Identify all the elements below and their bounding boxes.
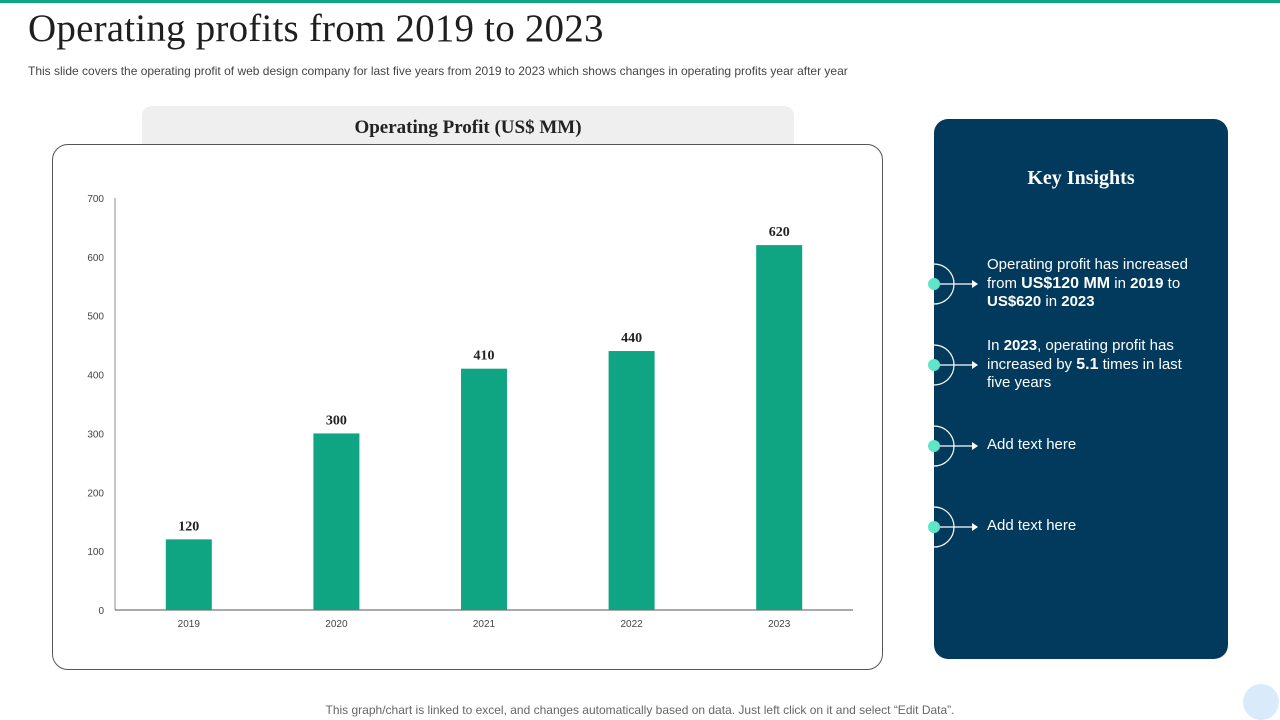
bar (313, 433, 360, 610)
bullet-dot (928, 521, 940, 533)
insight-fragment: Operating profit has increased from (987, 256, 1188, 292)
page-subtitle: This slide covers the operating profit o… (28, 64, 848, 78)
data-label: 410 (474, 349, 495, 364)
insight-fragment: in (1110, 274, 1131, 292)
insight-text: Add text here (987, 517, 1197, 536)
chart-container[interactable]: 0 100 200 300 400 500 600 700 120 2019 300 2020 410 2… (52, 144, 883, 670)
data-label: 620 (769, 225, 790, 240)
y-tick-label: 700 (87, 194, 104, 205)
bar (608, 351, 655, 610)
arrow-head (972, 280, 978, 288)
insight-item-4: Add text here (920, 497, 1220, 557)
bullet-dot (928, 359, 940, 371)
y-tick-label: 300 (87, 429, 104, 440)
top-accent-line (0, 0, 1280, 3)
insight-text: In 2023, operating profit has increased … (987, 337, 1197, 393)
insight-emphasis: US$120 MM (1021, 274, 1111, 292)
insight-fragment: to (1163, 274, 1181, 292)
bar (165, 539, 212, 610)
data-label: 440 (621, 331, 642, 346)
insight-fragment: Add text here (987, 517, 1077, 534)
insight-item-2: In 2023, operating profit has increased … (920, 335, 1220, 395)
chart-title: Operating Profit (US$ MM) (354, 117, 582, 138)
insight-fragment: In (987, 337, 1004, 354)
bar-chart[interactable]: 0 100 200 300 400 500 600 700 120 2019 300 2020 410 2… (53, 145, 884, 671)
insight-emphasis: 5.1 (1076, 355, 1099, 373)
corner-decoration (1243, 684, 1279, 720)
arrow-connector-icon (928, 263, 978, 305)
footer-note: This graph/chart is linked to excel, and… (325, 703, 955, 717)
page-title: Operating profits from 2019 to 2023 (28, 7, 604, 50)
insight-text: Add text here (987, 436, 1197, 455)
bullet-dot (928, 278, 940, 290)
insight-text: Operating profit has increased from US$1… (987, 256, 1197, 312)
insight-fragment: , operating profit has increased by (987, 337, 1174, 373)
insight-emphasis: 2023 (1061, 293, 1095, 310)
key-insights-panel: Key Insights (934, 119, 1228, 659)
arrow-connector-icon (928, 425, 978, 467)
x-tick-label: 2022 (620, 619, 643, 630)
arrow-connector-icon (928, 506, 978, 548)
y-tick-label: 0 (98, 606, 104, 617)
arrow-connector-icon (928, 344, 978, 386)
insight-emphasis: 2019 (1130, 274, 1164, 292)
insight-fragment: in (1041, 293, 1062, 310)
data-label: 120 (178, 519, 199, 534)
insight-fragment: times in last five years (987, 355, 1182, 392)
x-tick-label: 2021 (473, 619, 496, 630)
x-tick-label: 2020 (325, 619, 348, 630)
x-tick-label: 2019 (178, 619, 201, 630)
arrow-head (972, 442, 978, 450)
bar (461, 368, 507, 610)
y-tick-label: 600 (87, 253, 104, 264)
bullet-dot (928, 440, 940, 452)
y-tick-label: 200 (87, 488, 104, 499)
y-tick-label: 500 (87, 312, 104, 323)
insights-title: Key Insights (1027, 167, 1135, 189)
bar (756, 245, 803, 610)
insight-fragment: Add text here (987, 436, 1077, 453)
chart-header-tab: Operating Profit (US$ MM) (142, 106, 794, 150)
arrow-head (972, 361, 978, 369)
data-label: 300 (326, 413, 347, 428)
insight-emphasis: US$620 (987, 293, 1042, 310)
arrow-head (972, 523, 978, 531)
insight-emphasis: 2023 (1003, 337, 1038, 354)
insight-item-1: Operating profit has increased from US$1… (920, 254, 1220, 314)
y-tick-label: 100 (87, 547, 104, 558)
y-tick-label: 400 (87, 371, 104, 382)
insight-item-3: Add text here (920, 416, 1220, 476)
x-tick-label: 2023 (768, 619, 791, 630)
